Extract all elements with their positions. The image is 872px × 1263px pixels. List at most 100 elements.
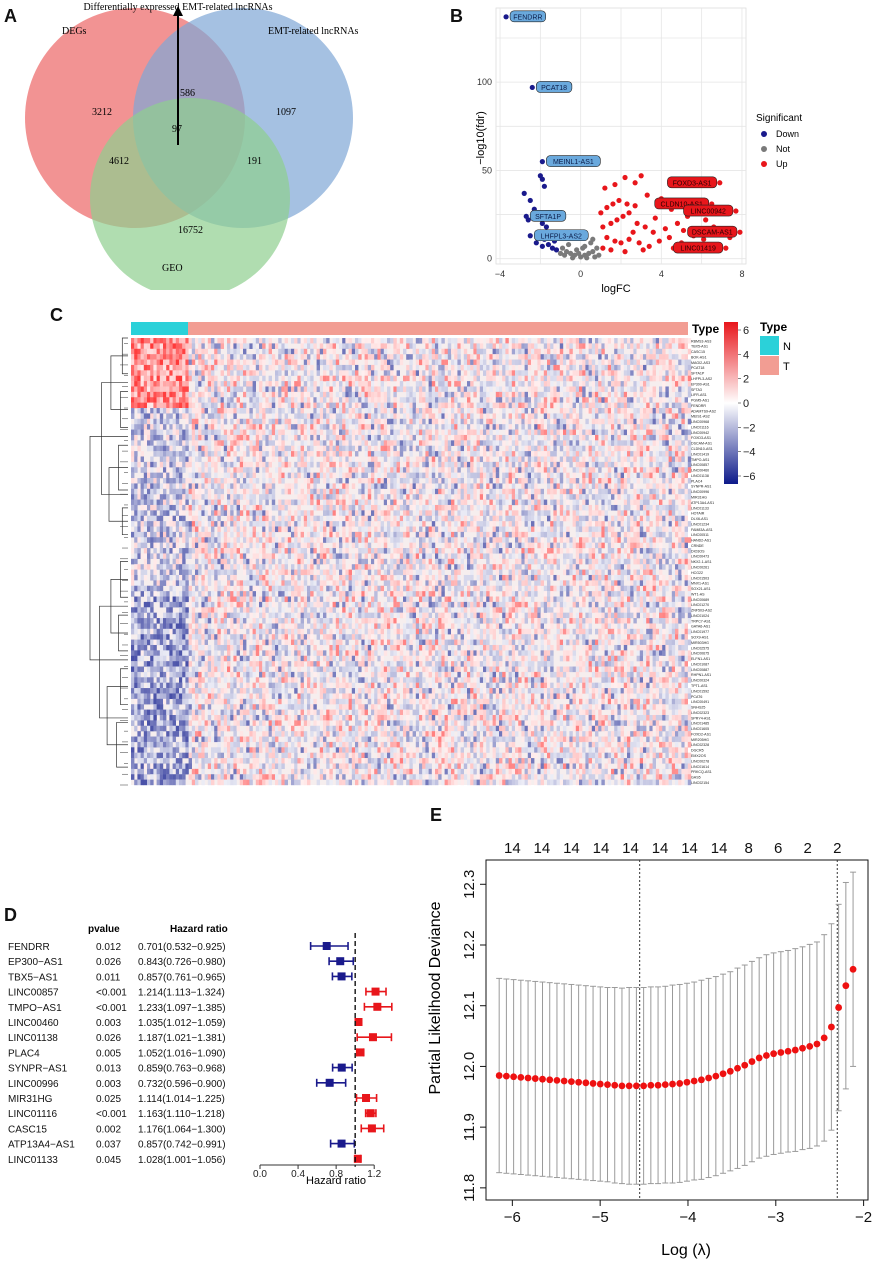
heatmap-cell (390, 408, 394, 414)
heatmap-cell (246, 434, 250, 441)
heatmap-cell (259, 338, 263, 344)
heatmap-cell (249, 402, 253, 409)
heatmap-cell (236, 402, 240, 409)
heatmap-cell (166, 348, 170, 355)
heatmap-cell (207, 359, 212, 366)
heatmap-cell (687, 370, 692, 376)
heatmap-cell (166, 467, 170, 473)
heatmap-cell (547, 515, 551, 522)
heatmap-cell (630, 434, 634, 441)
heatmap-cell (284, 461, 288, 468)
heatmap-cell (233, 364, 237, 371)
heatmap-cell (451, 424, 455, 430)
heatmap-cell (156, 424, 160, 430)
heatmap-cell (486, 494, 490, 500)
heatmap-cell (572, 494, 576, 500)
heatmap-cell (511, 434, 516, 441)
heatmap-cell (460, 499, 464, 506)
heatmap-cell (489, 451, 493, 457)
heatmap-cell (243, 402, 247, 409)
heatmap-cell (409, 348, 413, 355)
heatmap-cell (303, 456, 308, 463)
heatmap-cell (380, 348, 384, 355)
heatmap-cell (307, 429, 311, 436)
heatmap-cell (367, 445, 372, 452)
heatmap-cell (441, 348, 445, 355)
heatmap-cell (313, 354, 317, 360)
heatmap-cell (566, 364, 570, 371)
heatmap-cell (383, 402, 388, 409)
heatmap-cell (572, 424, 576, 430)
heatmap-cell (223, 504, 228, 511)
heatmap-cell (262, 472, 266, 479)
heatmap-cell (374, 391, 378, 398)
heatmap-cell (623, 338, 628, 344)
heatmap-cell (163, 521, 167, 527)
heatmap-cell (511, 494, 516, 500)
heatmap-cell (383, 440, 388, 446)
heatmap-cell (527, 348, 532, 355)
heatmap-cell (483, 461, 487, 468)
heatmap-cell (355, 451, 359, 457)
heatmap-cell (467, 494, 471, 500)
heatmap-cell (300, 445, 304, 452)
heatmap-cell (601, 359, 605, 366)
heatmap-cell (479, 494, 484, 500)
heatmap-cell (556, 461, 560, 468)
heatmap-cell (345, 370, 349, 376)
volcano-point-up (614, 217, 620, 223)
heatmap-cell (207, 429, 212, 436)
heatmap-cell (598, 515, 602, 522)
heatmap-cell (348, 375, 352, 382)
heatmap-cell (582, 499, 586, 506)
heatmap-cell (572, 445, 576, 452)
heatmap-cell (655, 413, 660, 419)
heatmap-cell (655, 343, 660, 349)
volcano-point-not (590, 249, 596, 255)
heatmap-cell (579, 408, 583, 414)
heatmap-cell (681, 445, 685, 452)
heatmap-cell (294, 413, 298, 419)
heatmap-cell (195, 429, 199, 436)
heatmap-cell (579, 451, 583, 457)
heatmap-cell (588, 515, 592, 522)
heatmap-cell (447, 510, 452, 516)
heatmap-cell (505, 338, 509, 344)
heatmap-cell (252, 343, 256, 349)
heatmap-cell (217, 343, 221, 349)
heatmap-cell (303, 364, 308, 371)
heatmap-cell (246, 515, 250, 522)
heatmap-cell (179, 391, 183, 398)
heatmap-cell (367, 370, 372, 376)
heatmap-cell (204, 359, 208, 366)
heatmap-cell (396, 413, 400, 419)
heatmap-cell (223, 440, 228, 446)
heatmap-cell (563, 440, 567, 446)
heatmap-cell (278, 472, 282, 479)
heatmap-cell (441, 456, 445, 463)
heatmap-cell (422, 397, 426, 403)
heatmap-cell (406, 375, 410, 382)
heatmap-cell (377, 478, 381, 484)
heatmap-cell (566, 504, 570, 511)
heatmap-cell (195, 375, 199, 382)
heatmap-cell (399, 451, 404, 457)
heatmap-cell (182, 370, 186, 376)
heatmap-cell (294, 424, 298, 430)
heatmap-cell (310, 391, 314, 398)
volcano-label-box (535, 81, 573, 93)
heatmap-cell (131, 402, 135, 409)
dendrogram-branch (99, 605, 128, 719)
heatmap-cell (521, 359, 525, 366)
heatmap-cell (563, 429, 567, 436)
heatmap-cell (348, 440, 352, 446)
heatmap-cell (527, 386, 532, 393)
heatmap-cell (252, 397, 256, 403)
heatmap-cell (556, 354, 560, 360)
heatmap-cell (150, 402, 154, 409)
heatmap-cell (310, 343, 314, 349)
heatmap-cell (515, 348, 519, 355)
heatmap-cell (332, 504, 336, 511)
heatmap-cell (492, 354, 496, 360)
heatmap-cell (134, 397, 138, 403)
